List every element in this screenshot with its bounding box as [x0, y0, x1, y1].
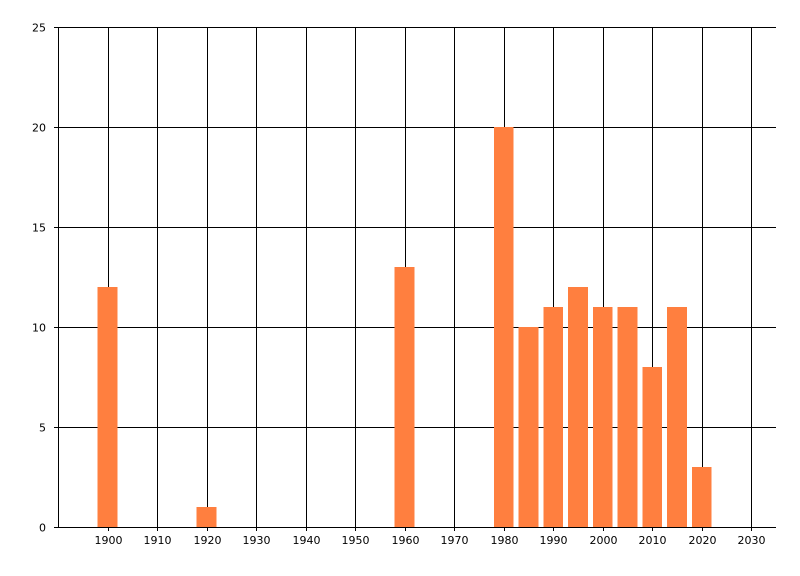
x-tick-label-1990: 1990 — [540, 534, 568, 547]
y-tick-labels: 0 5 10 15 20 25 — [32, 22, 46, 535]
bar-1900 — [97, 287, 118, 527]
y-tick-label-10: 10 — [32, 322, 46, 335]
axes — [58, 27, 776, 528]
x-tick-label-1900: 1900 — [95, 534, 123, 547]
bar-1990 — [543, 307, 564, 527]
x-tick-labels: 1900 1910 1920 1930 1940 1950 1960 1970 1980 1990… — [95, 534, 766, 547]
x-tick-label-2030: 2030 — [738, 534, 766, 547]
x-tick-label-2000: 2000 — [590, 534, 618, 547]
bar-2010 — [642, 367, 663, 527]
x-tick-label-2020: 2020 — [689, 534, 717, 547]
bar-2000 — [592, 307, 613, 527]
x-tick-label-1910: 1910 — [144, 534, 172, 547]
y-tick-label-15: 15 — [32, 222, 46, 235]
x-tick-label-1970: 1970 — [441, 534, 469, 547]
y-tick-label-20: 20 — [32, 122, 46, 135]
bar-1920 — [196, 507, 217, 527]
y-tick-label-5: 5 — [39, 422, 46, 435]
x-tick-label-1940: 1940 — [293, 534, 321, 547]
bar-2015 — [667, 307, 687, 527]
y-tick-label-0: 0 — [39, 522, 46, 535]
bar-1995 — [568, 287, 588, 527]
x-tick-label-1960: 1960 — [392, 534, 420, 547]
x-tick-label-1930: 1930 — [243, 534, 271, 547]
y-tick-label-25: 25 — [32, 22, 46, 35]
bars — [97, 127, 712, 527]
x-tick-label-1980: 1980 — [491, 534, 519, 547]
bar-2005 — [617, 307, 638, 527]
bar-1960 — [394, 267, 415, 527]
bar-2020 — [691, 467, 712, 527]
x-tick-label-1950: 1950 — [342, 534, 370, 547]
bar-1985 — [518, 327, 539, 527]
bar-1980 — [493, 127, 514, 527]
x-tick-label-2010: 2010 — [639, 534, 667, 547]
x-tick-label-1920: 1920 — [194, 534, 222, 547]
